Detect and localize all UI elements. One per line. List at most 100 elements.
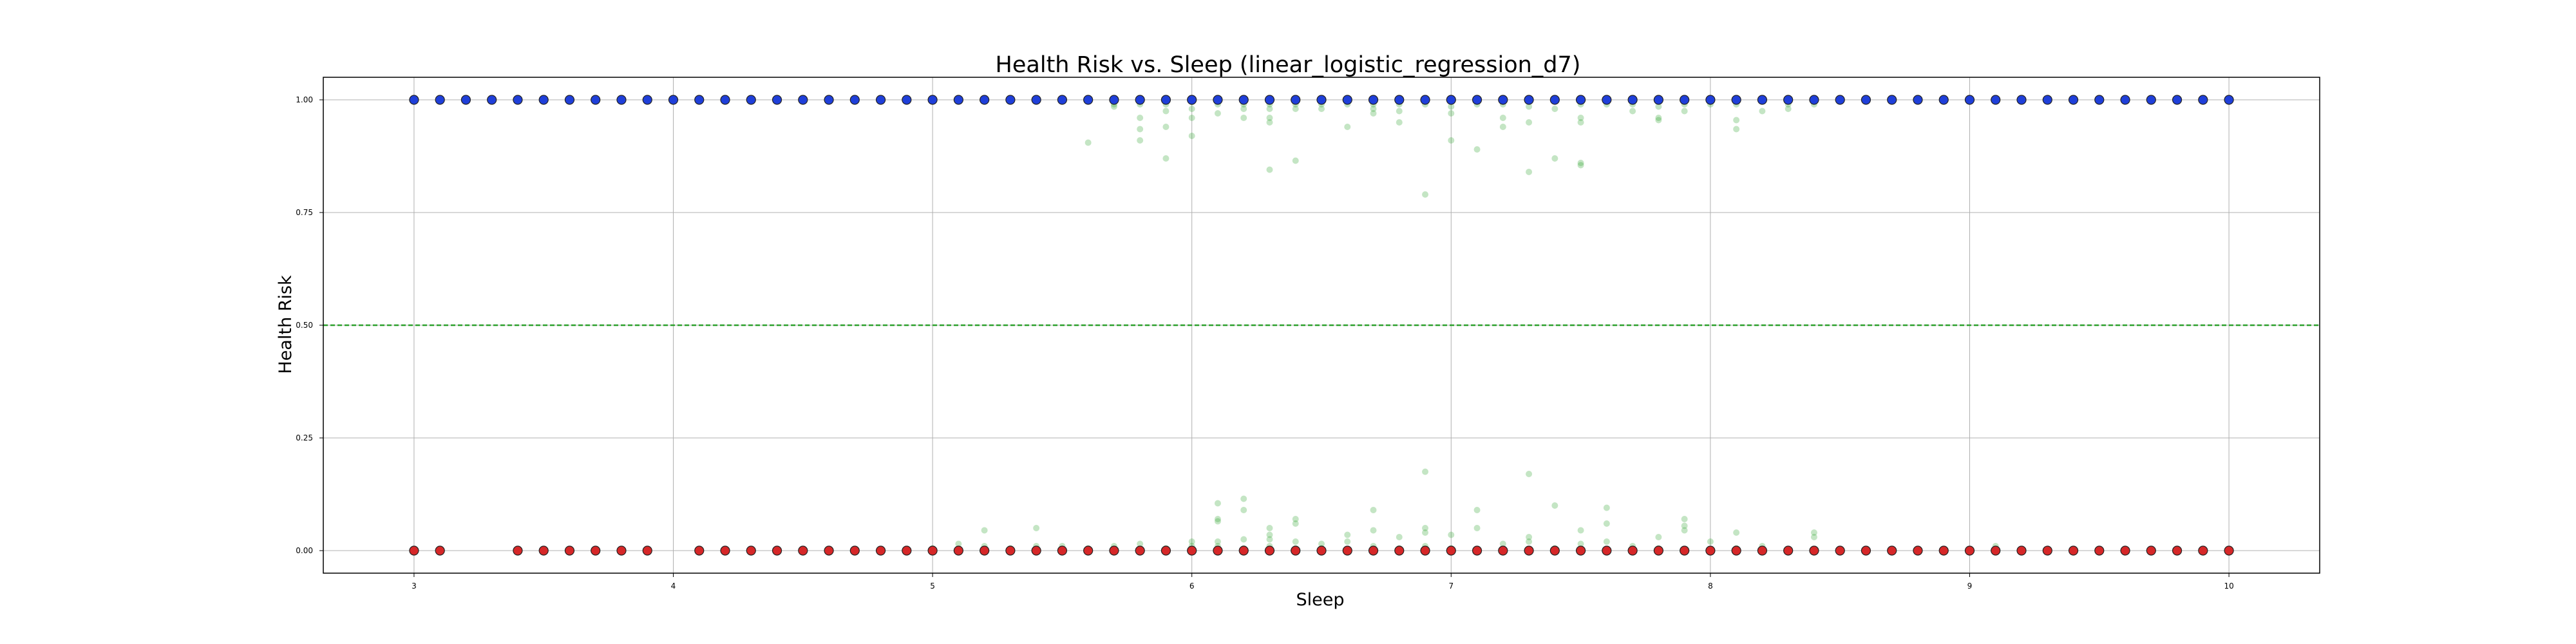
actual-point-negative	[1109, 545, 1119, 556]
actual-point-positive	[1991, 95, 2001, 105]
actual-point-negative	[1757, 545, 1768, 556]
actual-point-negative	[1083, 545, 1094, 556]
prediction-point	[1577, 527, 1584, 534]
prediction-point	[1655, 103, 1662, 110]
actual-point-negative	[616, 545, 627, 556]
prediction-point	[1577, 115, 1584, 121]
actual-point-positive	[1316, 95, 1327, 105]
actual-point-positive	[1549, 95, 1560, 105]
prediction-point	[1370, 110, 1377, 117]
actual-point-positive	[1187, 95, 1197, 105]
prediction-point	[1137, 126, 1144, 133]
x-axis-label: Sleep	[1296, 590, 1344, 610]
x-tick-label: 10	[2224, 582, 2233, 591]
prediction-point	[1526, 103, 1533, 110]
prediction-point	[1655, 534, 1662, 540]
actual-point-negative	[824, 545, 834, 556]
actual-point-positive	[1835, 95, 1845, 105]
actual-point-positive	[875, 95, 886, 105]
actual-point-negative	[980, 545, 990, 556]
prediction-point	[955, 540, 962, 547]
prediction-point	[1188, 538, 1195, 545]
prediction-point	[1396, 534, 1403, 540]
actual-point-negative	[1160, 545, 1171, 556]
actual-point-positive	[487, 95, 497, 105]
actual-point-negative	[1005, 545, 1016, 556]
actual-point-negative	[513, 545, 523, 556]
actual-point-positive	[642, 95, 652, 105]
actual-point-positive	[2172, 95, 2183, 105]
prediction-point	[1084, 139, 1092, 146]
actual-point-positive	[1602, 95, 1612, 105]
prediction-point	[1422, 191, 1429, 198]
actual-point-positive	[2146, 95, 2156, 105]
actual-point-negative	[902, 545, 912, 556]
actual-point-negative	[642, 545, 652, 556]
prediction-point	[1292, 538, 1299, 545]
actual-point-negative	[1835, 545, 1845, 556]
actual-point-negative	[2094, 545, 2105, 556]
prediction-point	[1707, 538, 1714, 545]
actual-point-negative	[1057, 545, 1068, 556]
actual-point-negative	[1705, 545, 1716, 556]
actual-point-negative	[1446, 545, 1456, 556]
prediction-point	[1473, 507, 1481, 513]
prediction-point	[1110, 103, 1117, 110]
actual-point-negative	[2068, 545, 2079, 556]
actual-point-positive	[980, 95, 990, 105]
prediction-point	[1733, 529, 1740, 536]
prediction-point	[1344, 538, 1351, 545]
prediction-point	[1577, 162, 1584, 169]
actual-point-positive	[2068, 95, 2079, 105]
prediction-point	[1266, 166, 1273, 173]
prediction-point	[1603, 538, 1610, 545]
prediction-point	[1162, 124, 1170, 130]
prediction-point	[1577, 160, 1584, 166]
prediction-point	[1473, 146, 1481, 153]
actual-point-negative	[746, 545, 756, 556]
actual-point-positive	[1083, 95, 1094, 105]
prediction-point	[1266, 525, 1273, 531]
prediction-point	[1551, 502, 1558, 509]
actual-point-negative	[1472, 545, 1482, 556]
prediction-point	[1603, 504, 1610, 511]
prediction-point	[1733, 117, 1740, 124]
prediction-point	[1655, 117, 1662, 124]
actual-point-positive	[798, 95, 808, 105]
y-tick-label: 0.50	[296, 321, 313, 330]
actual-point-negative	[1575, 545, 1586, 556]
y-tick-label: 0.25	[296, 433, 313, 442]
actual-point-positive	[1057, 95, 1068, 105]
actual-point-positive	[746, 95, 756, 105]
actual-point-positive	[616, 95, 627, 105]
prediction-point	[1240, 115, 1247, 121]
actual-point-positive	[1394, 95, 1405, 105]
actual-point-positive	[953, 95, 963, 105]
actual-point-negative	[772, 545, 782, 556]
prediction-point	[1448, 531, 1455, 538]
x-tick-label: 8	[1708, 582, 1713, 591]
actual-point-negative	[875, 545, 886, 556]
actual-point-positive	[1524, 95, 1534, 105]
actual-point-negative	[720, 545, 730, 556]
actual-point-negative	[1627, 545, 1638, 556]
actual-point-negative	[849, 545, 860, 556]
actual-point-positive	[513, 95, 523, 105]
actual-point-positive	[1264, 95, 1275, 105]
actual-point-negative	[1135, 545, 1145, 556]
prediction-point	[1603, 520, 1610, 527]
actual-point-positive	[1109, 95, 1119, 105]
prediction-point	[1188, 106, 1195, 112]
prediction-point	[1137, 115, 1144, 121]
prediction-point	[1162, 108, 1170, 115]
x-tick-label: 9	[1967, 582, 1973, 591]
actual-point-positive	[564, 95, 575, 105]
prediction-point	[1526, 169, 1533, 175]
actual-point-negative	[1498, 545, 1508, 556]
actual-point-negative	[1938, 545, 1949, 556]
actual-point-positive	[2094, 95, 2105, 105]
actual-point-negative	[1680, 545, 1690, 556]
prediction-point	[1266, 536, 1273, 543]
actual-point-positive	[1291, 95, 1301, 105]
